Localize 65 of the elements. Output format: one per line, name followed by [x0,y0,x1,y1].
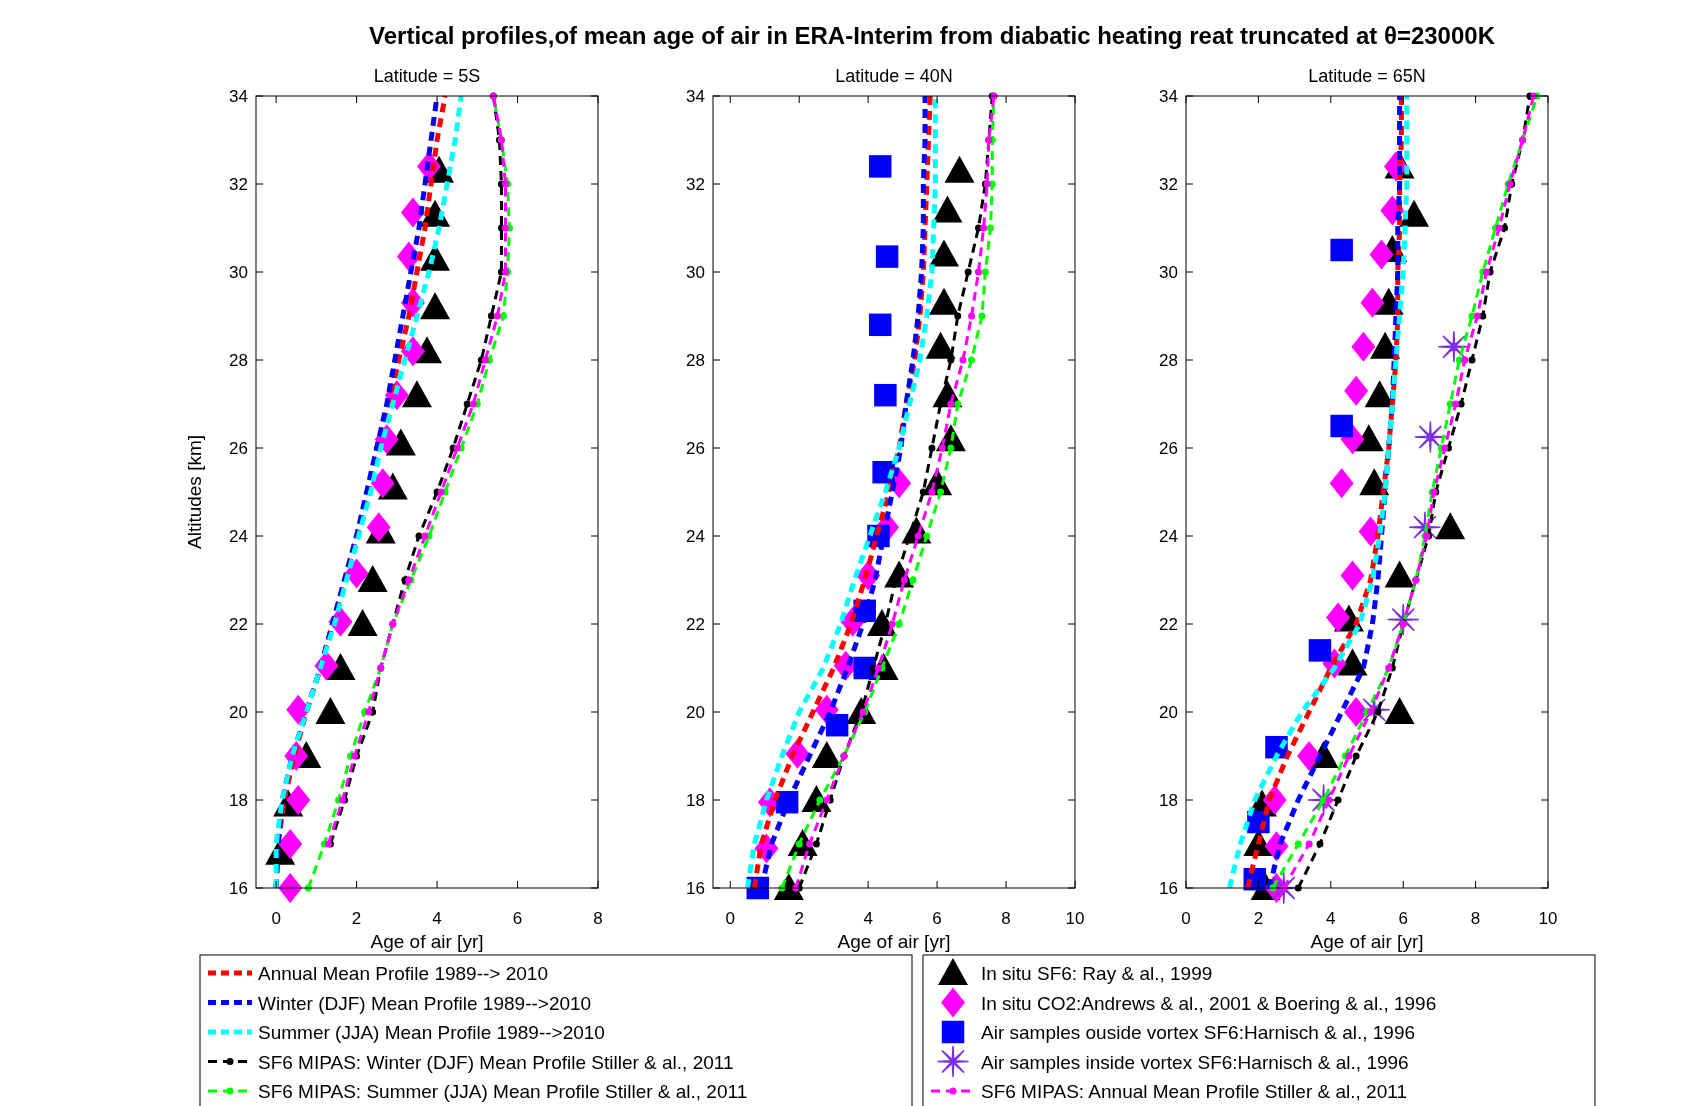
y-tick-label: 34 [229,87,248,106]
x-tick-label: 6 [1398,909,1408,928]
y-tick-label: 32 [1159,175,1178,194]
x-tick-label: 2 [351,909,362,928]
y-tick-label: 32 [229,175,248,194]
y-tick-label: 20 [229,703,248,722]
y-tick-label: 28 [686,351,705,370]
y-tick-label: 26 [229,439,248,458]
x-tick-label: 10 [1538,909,1558,928]
y-tick-label: 28 [229,351,248,370]
x-tick-label: 0 [271,909,281,928]
chart-subtitle: Latitude = 40N [835,66,953,86]
y-tick-label: 26 [686,439,705,458]
legend-label: In situ CO2:Andrews & al., 2001 & Boering & al., 1996 [981,992,1437,1014]
y-tick-label: 30 [1159,263,1178,282]
y-tick-label: 16 [686,879,705,898]
y-tick-label: 30 [229,263,248,282]
x-tick-label: 6 [932,909,942,928]
x-axis-title: Age of air [yr] [1310,931,1424,952]
chart-subtitle: Latitude = 65N [1308,66,1426,86]
y-tick-label: 20 [686,703,705,722]
x-tick-label: 2 [794,909,804,928]
x-tick-label: 10 [1065,909,1085,928]
y-tick-label: 18 [229,791,248,810]
y-tick-label: 18 [686,791,705,810]
legend-label: SF6 MIPAS: Annual Mean Profile Stiller & al., 2011 [981,1081,1407,1102]
x-tick-label: 2 [1253,909,1264,928]
y-tick-label: 24 [229,527,248,546]
legend-label: Summer (JJA) Mean Profile 1989-->2010 [258,1022,605,1043]
x-tick-label: 0 [1181,909,1191,928]
y-tick-label: 16 [1159,879,1178,898]
y-axis-title: Altitudes [km] [184,434,205,550]
y-tick-label: 34 [686,87,705,106]
y-tick-label: 28 [1159,351,1178,370]
y-tick-label: 22 [1159,615,1178,634]
y-tick-label: 24 [686,527,705,546]
y-tick-label: 26 [1159,439,1178,458]
legend-label: Annual Mean Profile 1989--> 2010 [258,963,548,984]
x-tick-label: 0 [725,909,735,928]
y-tick-label: 18 [1159,791,1178,810]
x-tick-label: 6 [512,909,523,928]
x-tick-label: 4 [863,909,873,928]
legend-label: Air samples ouside vortex SF6:Harnisch & al., 1996 [981,1022,1416,1043]
y-tick-label: 32 [686,175,705,194]
legend-label: SF6 MIPAS: Summer (JJA) Mean Profile Stiller & al., 2011 [258,1081,748,1102]
y-tick-label: 30 [686,263,705,282]
y-tick-label: 34 [1159,87,1178,106]
x-axis-title: Age of air [yr] [370,931,484,952]
chart-subtitle: Latitude = 5S [373,66,481,86]
legend-label: In situ SF6: Ray & al., 1999 [981,963,1213,984]
x-tick-label: 8 [1001,909,1011,928]
x-tick-label: 8 [1470,909,1481,928]
x-tick-label: 8 [593,909,603,928]
y-tick-label: 16 [229,879,248,898]
y-tick-label: 22 [229,615,248,634]
legend-label: Air samples inside vortex SF6:Harnisch & al., 1996 [981,1051,1409,1073]
x-tick-label: 4 [432,909,442,928]
legend-label: SF6 MIPAS: Winter (DJF) Mean Profile Stiller & al., 2011 [258,1051,734,1073]
y-tick-label: 24 [1159,527,1178,546]
y-tick-label: 22 [686,615,705,634]
text: Vertical profiles,of mean age of air in ERA-Interim from diabatic heating reat truncated at θ=23000K [369,22,1496,49]
y-tick-label: 20 [1159,703,1178,722]
x-tick-label: 4 [1326,909,1336,928]
x-axis-title: Age of air [yr] [837,931,951,952]
legend-label: Winter (DJF) Mean Profile 1989-->2010 [258,992,592,1014]
